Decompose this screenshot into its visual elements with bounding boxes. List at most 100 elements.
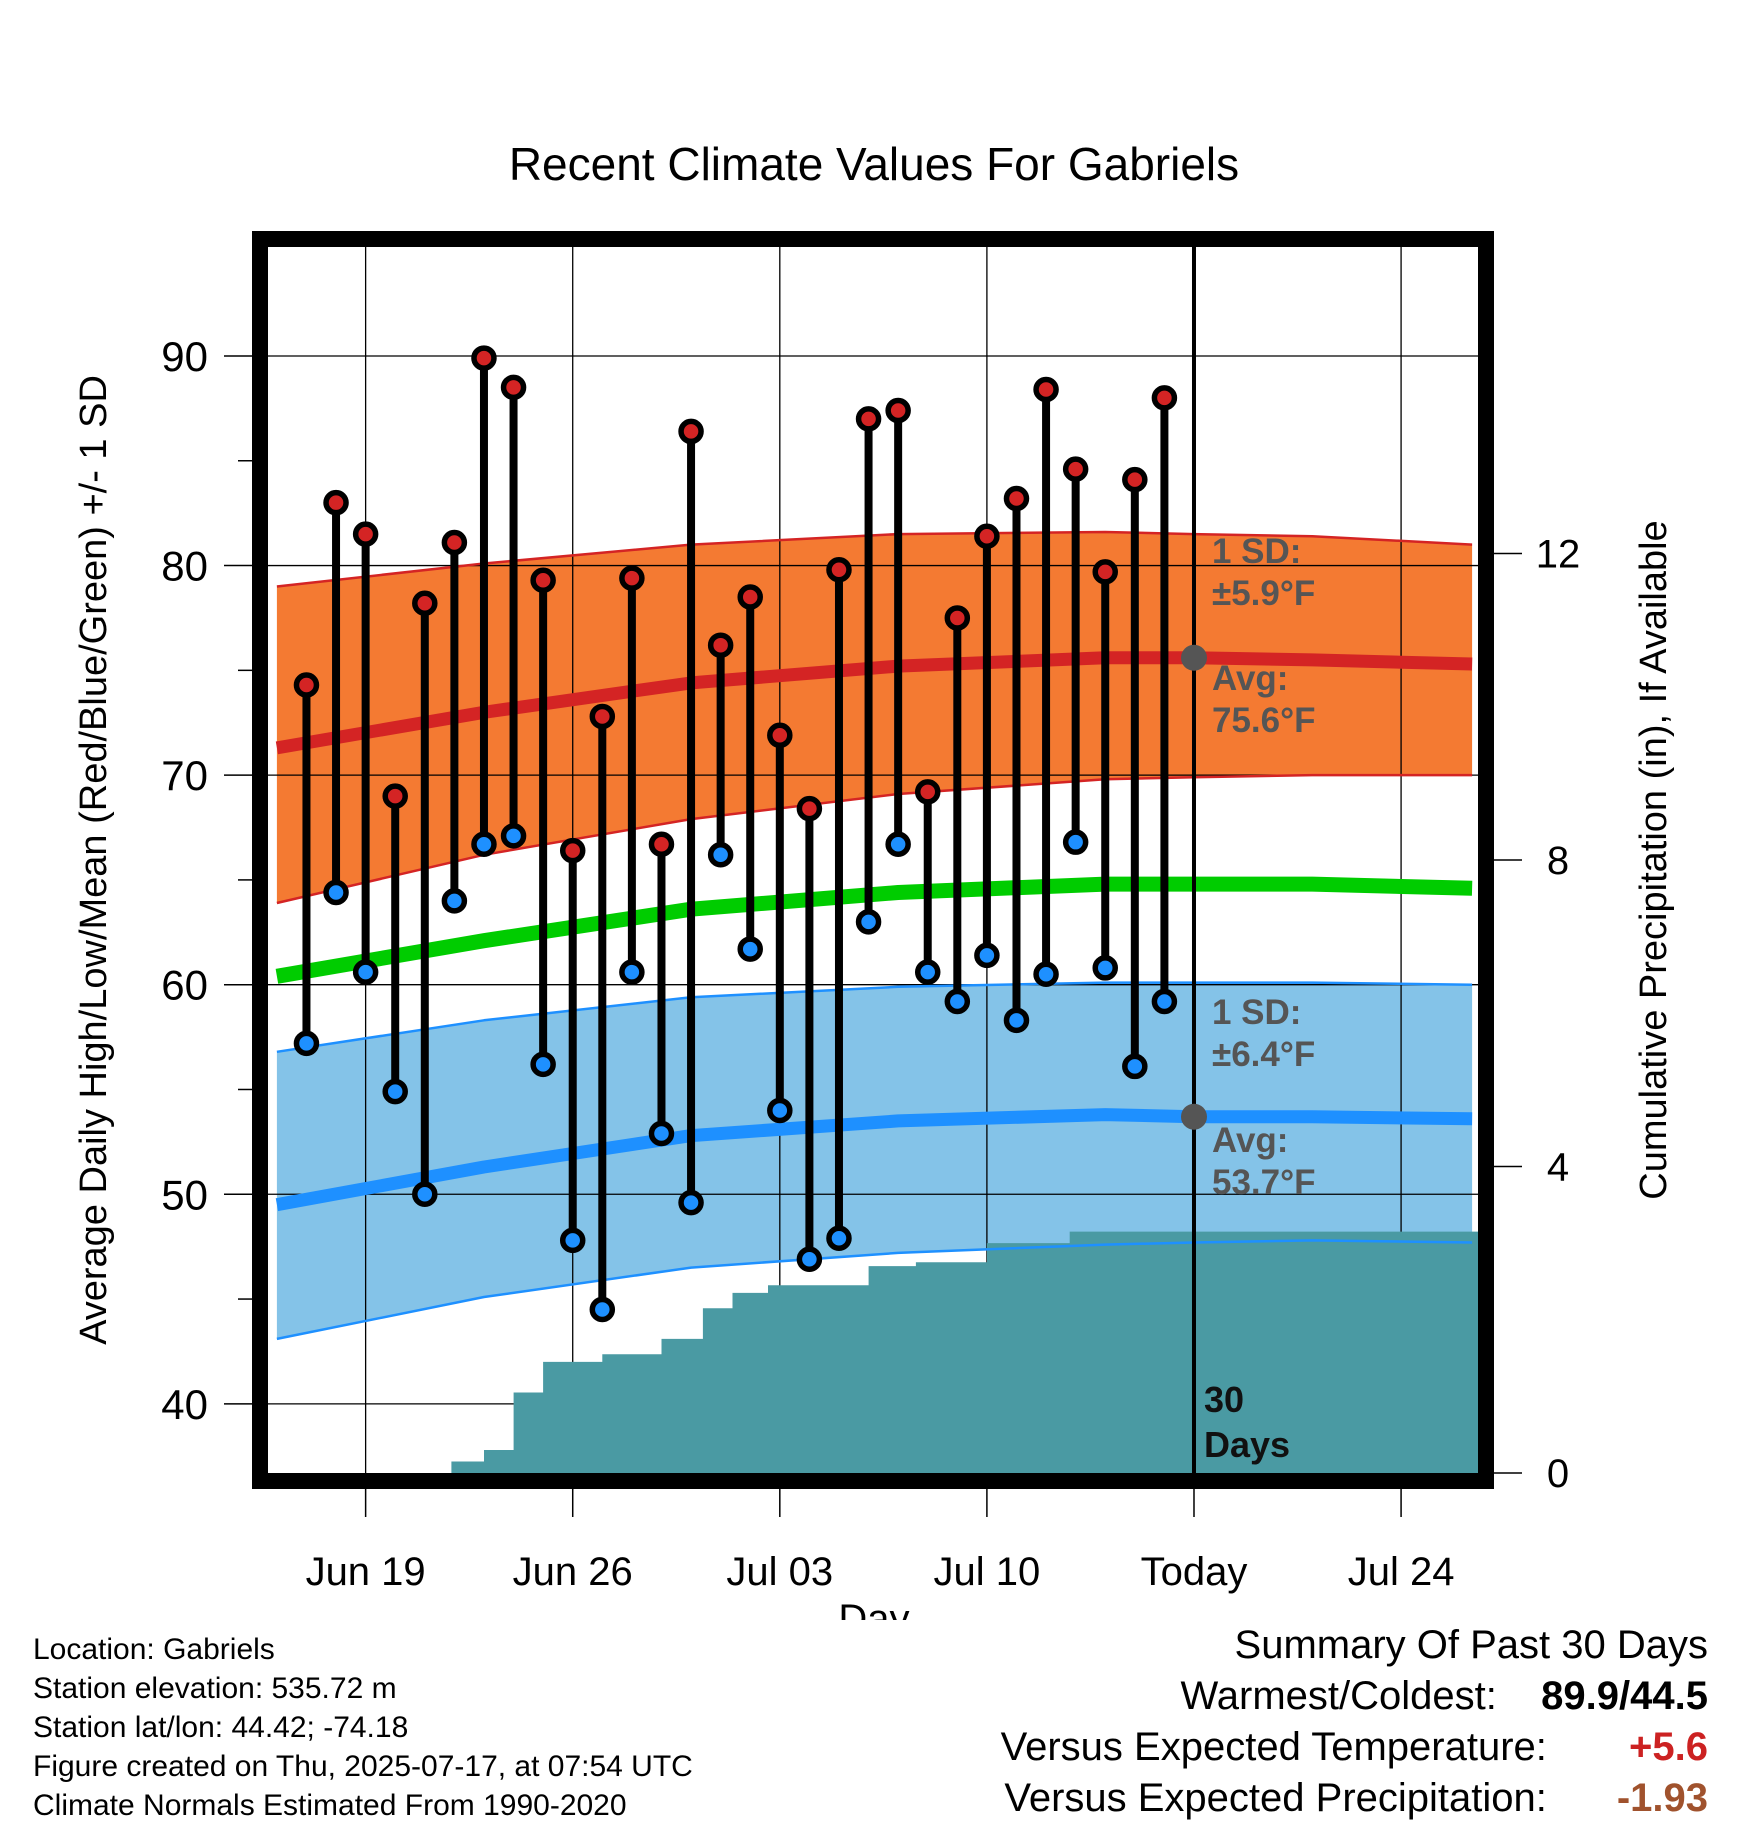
daily-high-point-8 <box>530 567 556 593</box>
daily-low-point-0 <box>293 1030 320 1057</box>
temp-row: Versus Expected Temperature: +5.6 <box>1001 1722 1708 1773</box>
elevation-text: Station elevation: 535.72 m <box>33 1672 397 1705</box>
daily-high-point-29 <box>1151 385 1178 411</box>
labels-layer: Recent Climate Values For Gabriels Day Ave… <box>73 138 1675 1620</box>
precip-layer <box>268 1231 1478 1473</box>
y2-tick-label-2: 8 <box>1547 839 1569 883</box>
daily-low-point-26 <box>1062 829 1089 855</box>
daily-low-point-9 <box>559 1227 586 1254</box>
daily-high-point-1 <box>323 489 349 516</box>
y-tick-label-0: 40 <box>161 1381 208 1428</box>
y-tick-label-3: 70 <box>161 752 208 799</box>
daily-high-point-12 <box>648 831 675 858</box>
daily-high-point-0 <box>293 672 320 698</box>
daily-high-point-16 <box>767 722 793 749</box>
daily-high-point-9 <box>559 837 586 864</box>
daily-low-point-1 <box>323 879 349 906</box>
today-layer <box>1180 247 1207 1473</box>
daily-high-point-25 <box>1033 376 1059 403</box>
low-avg-annotation: Avg: 53.7°F <box>1212 1121 1316 1202</box>
today-high-avg-marker <box>1180 644 1207 671</box>
x-tick-label-3: Jul 10 <box>934 1550 1041 1594</box>
daily-low-point-22 <box>944 988 971 1015</box>
daily-high-point-28 <box>1122 466 1148 493</box>
daily-low-point-2 <box>352 959 379 985</box>
x-tick-label-0: Jun 19 <box>306 1550 426 1594</box>
location-text: Location: Gabriels <box>33 1633 275 1666</box>
daily-low-point-10 <box>589 1296 616 1323</box>
daily-high-point-13 <box>678 418 704 445</box>
daily-high-point-4 <box>412 590 438 617</box>
daily-high-point-21 <box>914 779 941 805</box>
y2-tick-label-1: 4 <box>1547 1146 1569 1190</box>
daily-low-point-12 <box>648 1120 675 1147</box>
daily-low-point-21 <box>914 959 941 985</box>
high-avg-annotation: Avg: 75.6°F <box>1212 659 1316 740</box>
daily-high-point-10 <box>589 703 616 730</box>
daily-low-point-28 <box>1122 1053 1148 1080</box>
normal-low-line <box>275 1108 1473 1212</box>
climate-chart: 40 50 60 70 80 90 0 4 8 12 Jun 19 Jun 26 Jul 03 Jul 1… <box>73 138 1675 1620</box>
daily-high-point-22 <box>944 605 971 631</box>
frame-layer <box>252 231 1494 1489</box>
x-tick-label-5: Jul 24 <box>1348 1550 1455 1594</box>
daily-low-point-7 <box>500 823 527 849</box>
daily-high-point-23 <box>974 523 1000 549</box>
daily-low-point-14 <box>707 842 734 868</box>
normal-lines-layer <box>275 530 1473 1341</box>
x-tick-label-4: Today <box>1141 1550 1248 1594</box>
chart-title: Recent Climate Values For Gabriels <box>509 138 1239 190</box>
daily-low-point-23 <box>974 942 1000 969</box>
daily-high-point-24 <box>1003 485 1030 512</box>
normals-text: Climate Normals Estimated From 1990-2020 <box>33 1789 627 1822</box>
daily-low-point-13 <box>678 1189 704 1216</box>
warm-cold-row: Warmest/Coldest: 89.9/44.5 <box>1001 1671 1709 1722</box>
y-tick-label-1: 50 <box>161 1171 208 1218</box>
daily-low-point-3 <box>382 1078 408 1105</box>
warm-cold-label: Warmest/Coldest: <box>1180 1674 1497 1718</box>
normal-mean-line <box>275 876 1473 984</box>
daily-high-point-26 <box>1062 456 1089 482</box>
daily-low-point-20 <box>885 831 911 858</box>
daily-low-point-16 <box>767 1097 793 1124</box>
high-sd-band <box>276 532 1473 903</box>
normal-high-line <box>275 651 1473 755</box>
daily-low-point-19 <box>855 909 882 935</box>
today-low-avg-marker <box>1180 1103 1207 1130</box>
x-axis-label: Day <box>838 1597 909 1620</box>
x-tick-label-2: Jul 03 <box>726 1550 833 1594</box>
daily-low-point-27 <box>1092 955 1118 981</box>
summary-heading: Summary Of Past 30 Days <box>1234 1623 1708 1667</box>
daily-low-point-11 <box>619 959 645 985</box>
y-axis-label: Average Daily High/Low/Mean (Red/Blue/Gr… <box>73 375 115 1345</box>
latlon-text: Station lat/lon: 44.42; -74.18 <box>33 1711 409 1744</box>
y2-axis-label: Cumulative Precipitation (in), If Availa… <box>1633 520 1675 1199</box>
daily-high-point-15 <box>737 584 763 610</box>
daily-low-point-4 <box>412 1181 438 1208</box>
daily-high-point-17 <box>796 795 823 822</box>
summary-panel: Summary Of Past 30 Days Warmest/Coldest:… <box>1001 1620 1708 1824</box>
precip-value: -1.93 <box>1616 1776 1708 1820</box>
plot-frame <box>252 231 1494 1489</box>
precip-area <box>268 1231 1478 1473</box>
daily-low-point-6 <box>471 831 497 858</box>
high-sd-annotation: 1 SD: ±5.9°F <box>1212 532 1315 613</box>
daily-high-point-14 <box>707 632 734 658</box>
today-days-annotation: 30 Days <box>1204 1379 1290 1465</box>
low-sd-annotation: 1 SD: ±6.4°F <box>1212 993 1315 1074</box>
daily-high-point-3 <box>382 783 408 809</box>
daily-low-point-25 <box>1033 961 1059 987</box>
precip-label: Versus Expected Precipitation: <box>1004 1776 1547 1820</box>
y-tick-label-4: 80 <box>161 543 208 590</box>
daily-low-point-17 <box>796 1246 823 1272</box>
daily-high-point-2 <box>352 521 379 547</box>
high-minus-sd-edge <box>276 773 1473 905</box>
daily-high-point-11 <box>619 565 645 591</box>
warm-cold-value: 89.9/44.5 <box>1541 1674 1708 1718</box>
x-tick-label-1: Jun 26 <box>513 1550 633 1594</box>
daily-low-point-24 <box>1003 1007 1030 1034</box>
precip-row: Versus Expected Precipitation: -1.93 <box>1001 1773 1708 1824</box>
daily-high-point-6 <box>471 345 497 371</box>
station-info: Location: Gabriels Station elevation: 53… <box>33 1630 693 1825</box>
daily-low-point-29 <box>1151 988 1178 1015</box>
